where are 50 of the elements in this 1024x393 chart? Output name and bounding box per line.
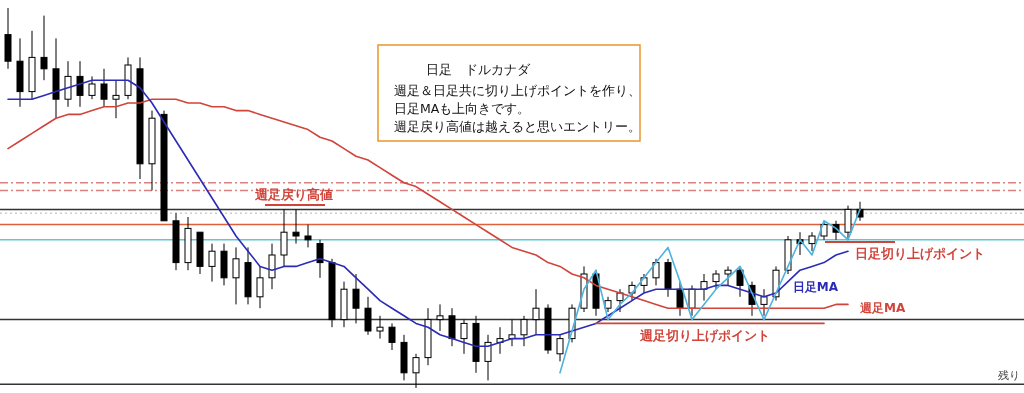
candlestick: [268, 243, 276, 290]
annotation: 週足切り上げポイント: [639, 328, 770, 343]
annotation: 週足戻り高値は越えると思いエントリー。: [394, 119, 641, 134]
candlestick: [412, 353, 420, 389]
candlestick: [448, 307, 456, 347]
candlestick: [484, 334, 492, 381]
candlestick: [760, 288, 768, 317]
candlestick: [88, 75, 96, 100]
candlestick: [736, 265, 744, 298]
candlestick: [676, 281, 684, 317]
annotation: 週足＆日足共に切り上げポイントを作り、: [394, 83, 641, 98]
candlestick: [388, 322, 396, 351]
candlestick: [712, 269, 720, 290]
candlestick: [652, 258, 660, 286]
candlestick: [520, 315, 528, 347]
candlestick: [460, 319, 468, 355]
candlestick: [256, 265, 264, 309]
text: 残り: [998, 369, 1020, 382]
candlestick: [76, 60, 84, 108]
candlestick: [64, 60, 72, 108]
candlestick: [208, 243, 216, 283]
candlestick: [508, 319, 516, 347]
candlestick: [616, 288, 624, 313]
candlestick: [700, 273, 708, 302]
candlestick: [352, 273, 360, 324]
text: 日足 ドルカナダ: [426, 62, 531, 77]
annotation: 週足戻り高値: [254, 187, 333, 202]
candlestick: [724, 265, 732, 286]
candlestick: [40, 15, 48, 81]
candlestick: [688, 284, 696, 317]
candlestick: [496, 326, 504, 355]
candlestick: [232, 246, 240, 305]
candlestick: [304, 224, 312, 248]
candlestick: [292, 208, 300, 245]
candlestick: [280, 208, 288, 267]
candlestick: [556, 334, 564, 362]
candlestick: [808, 231, 816, 252]
candlestick: [364, 296, 372, 336]
annotation: 日足切り上げポイント: [855, 246, 985, 261]
series-label: 日足MA: [792, 280, 839, 295]
candlestick: [436, 303, 444, 332]
candlestick: [532, 288, 540, 336]
candlestick: [820, 220, 828, 241]
candlestick: [316, 239, 324, 279]
candlestick: [112, 79, 120, 119]
series-label: 週足MA: [859, 301, 906, 316]
candlestick: [376, 315, 384, 340]
candlestick: [100, 68, 108, 108]
annotation: 日足MAも上向きです。: [394, 101, 531, 116]
candlestick: [844, 205, 852, 241]
